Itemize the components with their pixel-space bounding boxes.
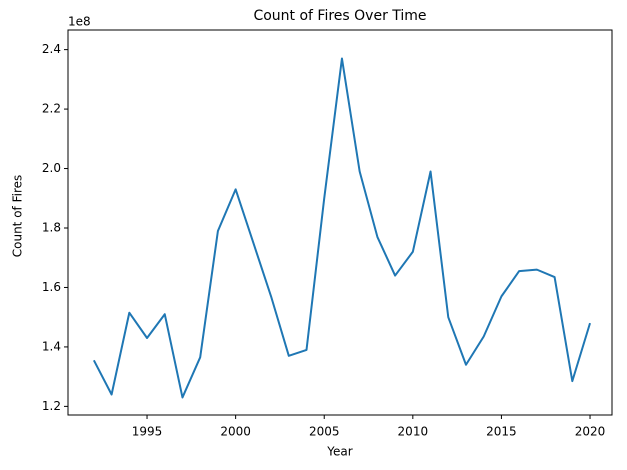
x-tick-label: 2010 (398, 425, 429, 439)
x-axis-label: Year (326, 445, 352, 459)
y-tick-label: 1.4 (42, 339, 61, 353)
chart-title: Count of Fires Over Time (253, 8, 426, 24)
y-tick-label: 1.6 (42, 280, 61, 294)
x-tick-label: 2005 (309, 425, 340, 439)
x-tick-label: 2015 (486, 425, 517, 439)
y-axis-label: Count of Fires (11, 175, 25, 258)
y-tick-label: 1.8 (42, 221, 61, 235)
data-line (92, 57, 591, 399)
y-tick-label: 2.4 (42, 42, 61, 56)
x-tick-label: 2000 (220, 425, 251, 439)
y-tick-label: 2.2 (42, 102, 61, 116)
y-offset-label: 1e8 (68, 15, 91, 29)
plot-frame (67, 29, 613, 416)
x-tick-label: 2020 (575, 425, 606, 439)
y-tick-label: 1.2 (42, 399, 61, 413)
x-tick-label: 1995 (132, 425, 163, 439)
y-tick-label: 2.0 (42, 161, 61, 175)
